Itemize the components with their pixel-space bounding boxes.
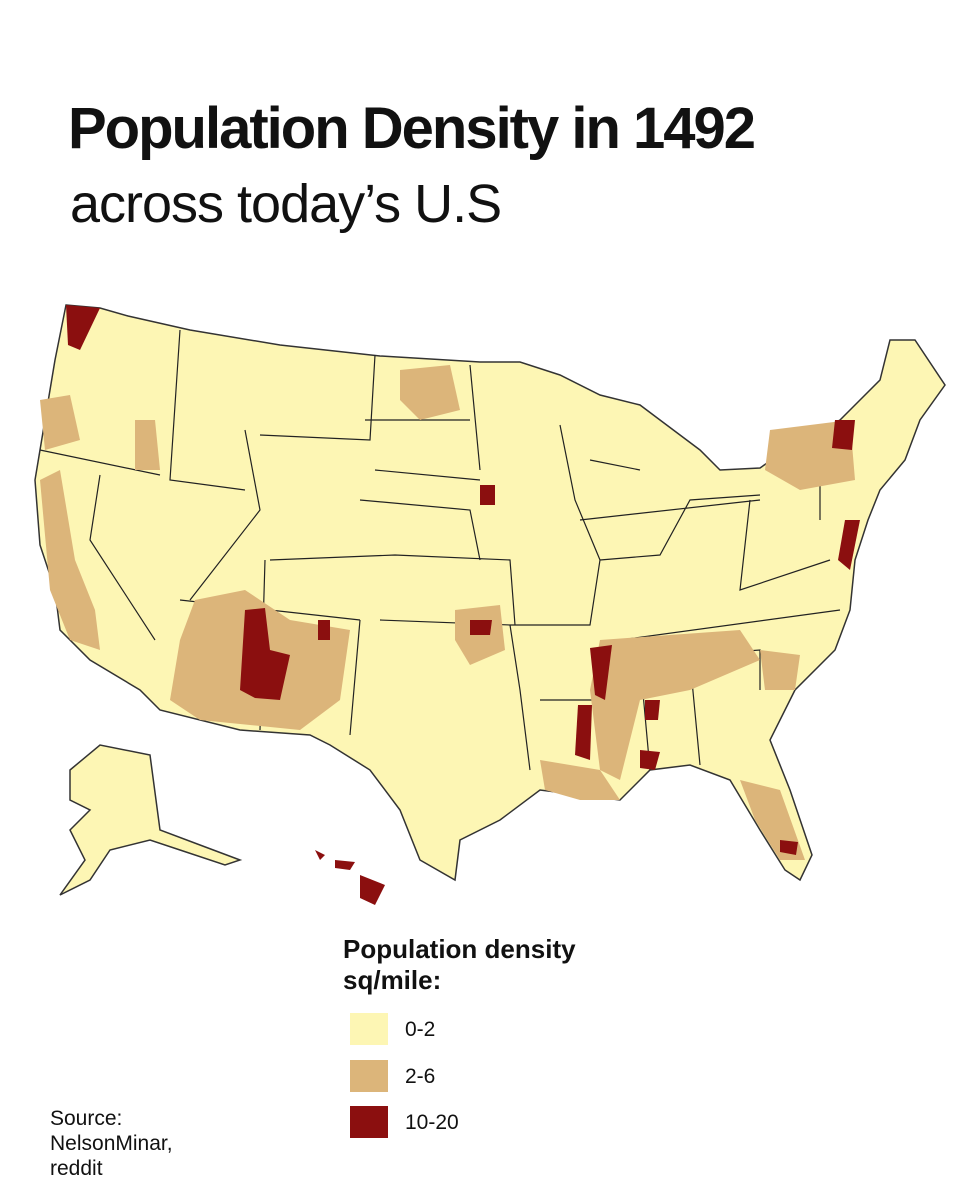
density-hotspot (470, 620, 492, 635)
source: reddit (50, 1157, 103, 1180)
density-hotspot (318, 620, 330, 640)
subtitle: across today’s U.S (70, 174, 501, 234)
contiguous-us (34, 304, 946, 882)
density-hotspot (590, 645, 612, 700)
density-hotspot (66, 305, 100, 350)
density-region (400, 365, 460, 420)
hawaii (315, 850, 385, 905)
legend-title: sq/mile: (343, 965, 441, 995)
source: NelsonMinar, (50, 1132, 173, 1155)
density-hotspot (480, 485, 495, 505)
legend-label: 0-2 (405, 1018, 435, 1041)
source: Source: (50, 1107, 122, 1130)
density-region (765, 420, 855, 490)
density-hotspot (780, 840, 798, 855)
density-region (590, 630, 760, 780)
legend: Population density sq/mile: 0-2 2-6 10-2… (343, 934, 576, 1138)
density-region (40, 470, 100, 650)
legend-swatch (350, 1106, 388, 1138)
density-region (740, 780, 805, 860)
density-region (540, 760, 620, 800)
density-region (40, 395, 80, 450)
density-hotspot (575, 705, 592, 760)
density-hotspot (240, 608, 290, 700)
density-hotspot (640, 750, 660, 770)
density-region (135, 420, 160, 470)
map (34, 304, 946, 905)
legend-label: 2-6 (405, 1065, 435, 1088)
density-hotspot (645, 700, 660, 720)
density-hotspot (832, 420, 855, 450)
legend-swatch (350, 1060, 388, 1092)
density-hotspot (838, 520, 860, 570)
legend-label: 10-20 (405, 1111, 459, 1134)
legend-swatch (350, 1013, 388, 1045)
legend-title: Population density (343, 934, 576, 964)
density-region (760, 650, 800, 690)
alaska (59, 744, 243, 896)
title: Population Density in 1492 (68, 96, 754, 161)
